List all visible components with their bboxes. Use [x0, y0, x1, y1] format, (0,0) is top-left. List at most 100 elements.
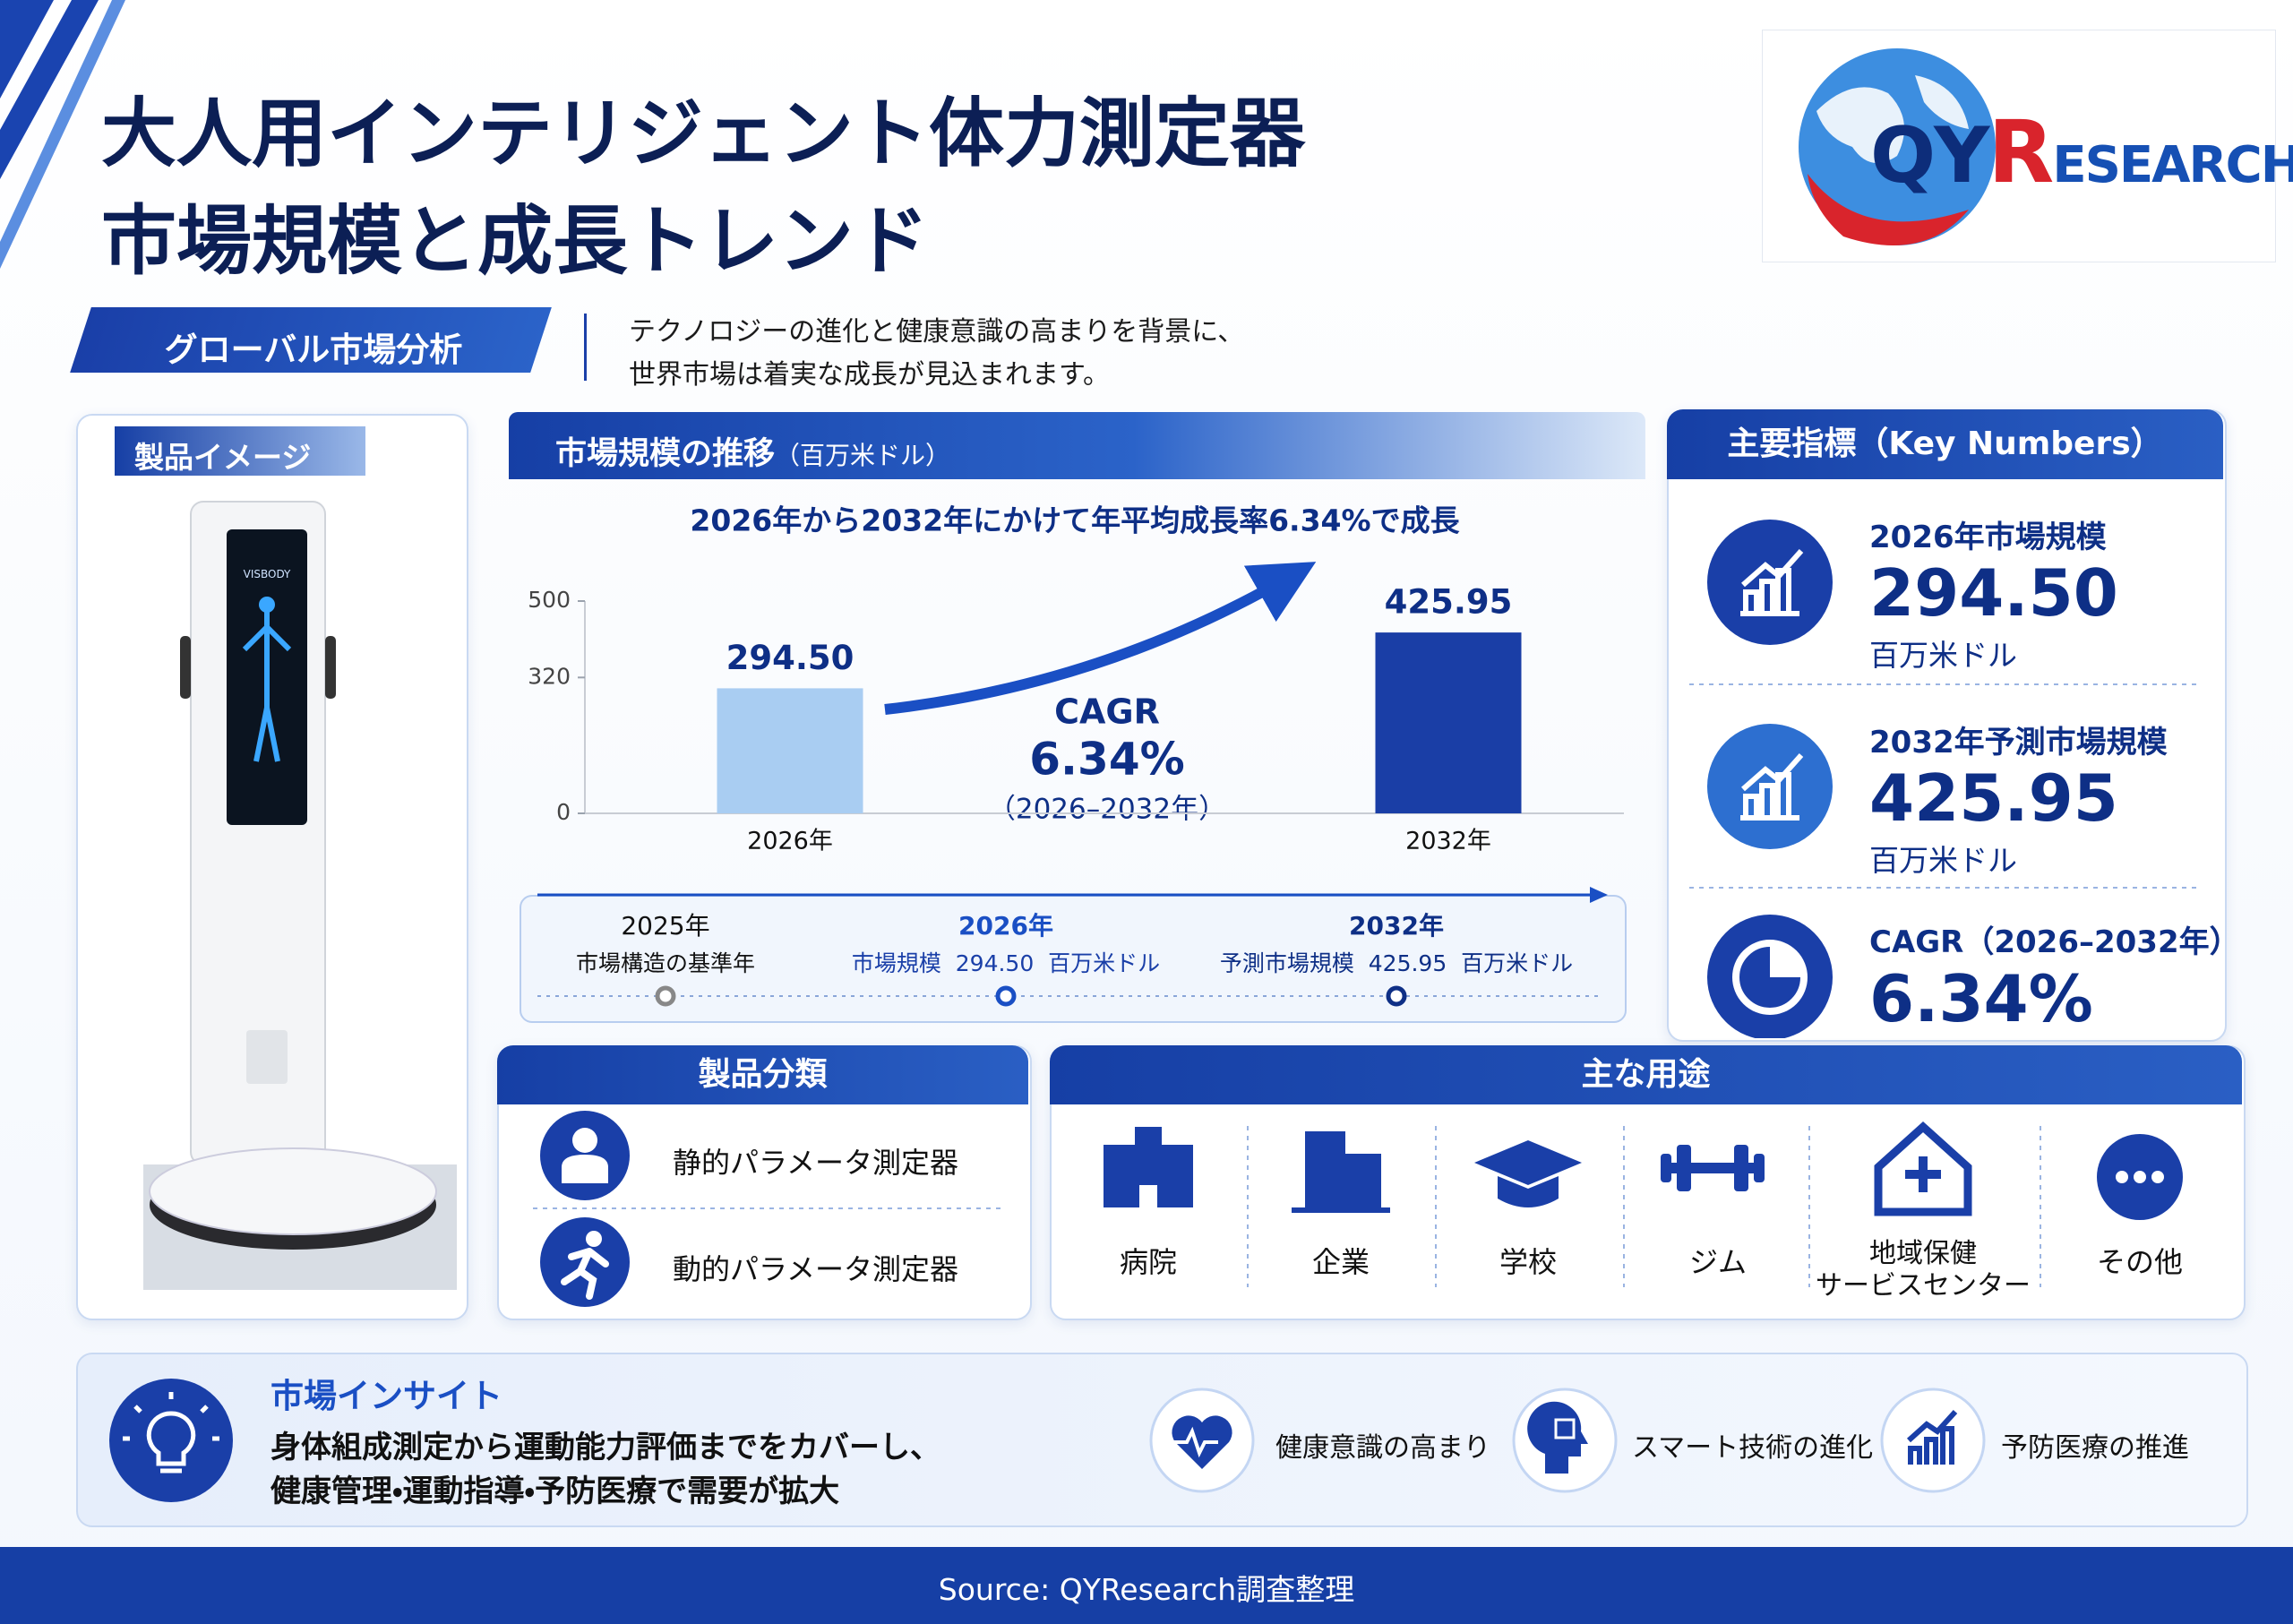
chart-subtitle: 2026年から2032年にかけて年平均成長率6.34%で成長: [690, 503, 1459, 538]
cagr-period: （2026–2032年）: [988, 794, 1226, 826]
chart: 2026年から2032年にかけて年平均成長率6.34%で成長 CAGR 6.34…: [528, 503, 1624, 855]
timeline-lines: [537, 887, 1608, 1007]
insight-title: 市場インサイト: [271, 1377, 502, 1415]
icon: [1905, 1156, 1941, 1192]
key-unit: 百万米ドル: [1869, 843, 2017, 878]
x-tick-label: 2032年: [1405, 828, 1491, 855]
icon: [1139, 1185, 1157, 1207]
product-type-icons: [533, 1111, 1003, 1307]
tag: グローバル市場分析: [164, 331, 463, 369]
divider: [584, 314, 587, 381]
logo-text: QYRESEARCH: [1870, 102, 2293, 202]
product-types-title: 製品分類: [497, 1045, 1028, 1104]
key-unit: 百万米ドル: [1869, 638, 2017, 673]
application: その他: [2096, 1245, 2183, 1279]
logo-part: ESEARCH: [2052, 136, 2293, 194]
icon: [2116, 1171, 2128, 1183]
cagr-label: CAGR: [1054, 692, 1160, 732]
icon: [1874, 1121, 1972, 1216]
insight-driver: スマート技術の進化: [1632, 1432, 1874, 1464]
description-line: 世界市場は着実な成長が見込まれます。: [629, 359, 1110, 391]
description-line: テクノロジーの進化と健康意識の高まりを背景に、: [629, 316, 1245, 348]
timeline-dot: [995, 985, 1017, 1007]
cagr-value: 6.34%: [1029, 734, 1184, 786]
product-label-bg: [115, 426, 365, 476]
applications-title: 主な用途: [1050, 1045, 2242, 1104]
value-label: 425.95: [1385, 583, 1513, 622]
bar: [1375, 632, 1522, 813]
icon: [1740, 549, 1804, 616]
swoosh: [1808, 174, 1969, 245]
key-value: 294.50: [1869, 555, 2118, 631]
timeline-text: 市場構造の基準年: [575, 950, 755, 976]
timeline-dot: [1386, 985, 1407, 1007]
icon-other: [2097, 1134, 2183, 1220]
key-value: 6.34%: [1869, 961, 2093, 1036]
icon: [1734, 1145, 1748, 1191]
logo-part: QY: [1870, 111, 1989, 201]
timeline-text: 予測市場規模 425.95 百万米ドル: [1219, 950, 1574, 976]
product-label: 製品イメージ: [134, 440, 312, 475]
title-line: 市場規模と成長トレンド: [101, 197, 930, 285]
icon-school: [1474, 1140, 1582, 1207]
insight-icons: [109, 1379, 1986, 1502]
title-line: 大人用インテリジェント体力測定器: [101, 90, 1306, 177]
key-value: 425.95: [1869, 760, 2118, 836]
y-tick-label: 500: [528, 587, 571, 613]
icon: [1172, 1415, 1232, 1469]
timeline-year: 2025年: [621, 911, 710, 941]
icon-company: [1292, 1131, 1390, 1213]
icon: [1474, 1140, 1582, 1185]
icon-gym: [1661, 1145, 1765, 1191]
key-label: CAGR（2026–2032年）: [1869, 924, 2240, 960]
timeline-box: [520, 895, 1627, 1023]
icon: [2151, 1171, 2164, 1183]
handle: [325, 636, 336, 699]
icon: [1498, 1176, 1559, 1207]
screen-text: VISBODY: [244, 568, 291, 580]
insight-driver: 健康意識の高まり: [1275, 1432, 1490, 1464]
application: 企業: [1311, 1245, 1370, 1279]
stripe: [0, 0, 99, 179]
icon: [561, 1248, 609, 1300]
handle: [180, 636, 191, 699]
icon: [1173, 1426, 1218, 1458]
footer-source: Source: QYResearch調査整理: [938, 1572, 1355, 1607]
icon: [1135, 1127, 1162, 1154]
chart-unit: （百万米ドル）: [775, 441, 951, 470]
chart-title: 市場規模の推移（百万米ドル）: [555, 428, 950, 474]
product-type: 静的パラメータ測定器: [673, 1146, 959, 1180]
icon: [1770, 943, 1804, 977]
separators: [1247, 1126, 2041, 1287]
product-type: 動的パラメータ測定器: [673, 1252, 959, 1286]
application-icons: [1104, 1121, 2183, 1287]
icon-community: [1874, 1121, 1972, 1216]
corner-decoration: [0, 0, 125, 269]
icon: [123, 1392, 219, 1441]
timeline-year: 2026年: [958, 911, 1053, 941]
key-label: 2032年予測市場規模: [1869, 725, 2168, 760]
logo-box: QYRESEARCH: [1762, 30, 2293, 262]
icon: [1292, 1207, 1390, 1213]
insight-body: 健康管理・運動指導・予防医療で需要が拡大: [271, 1474, 840, 1509]
bar: [717, 688, 863, 813]
growth-arrow: [884, 562, 1317, 715]
chart-header: [509, 412, 1645, 479]
insight-body: 身体組成測定から運動能力評価までをカバーし、: [271, 1430, 940, 1465]
x-tick-label: 2026年: [747, 828, 833, 855]
key-numbers-title: 主要指標（Key Numbers）: [1667, 409, 2223, 479]
application: 病院: [1119, 1245, 1177, 1279]
key-label: 2026年市場規模: [1869, 520, 2107, 555]
continent: [1816, 87, 1904, 163]
chart-title-text: 市場規模の推移: [555, 436, 776, 472]
icon: [1677, 1145, 1691, 1191]
icon: [1661, 1154, 1671, 1182]
icon: [1554, 1418, 1576, 1439]
screen-figure-head: [259, 597, 275, 613]
icon: [586, 1231, 602, 1247]
icon-hospital: [1104, 1127, 1193, 1207]
icon: [146, 1411, 196, 1474]
